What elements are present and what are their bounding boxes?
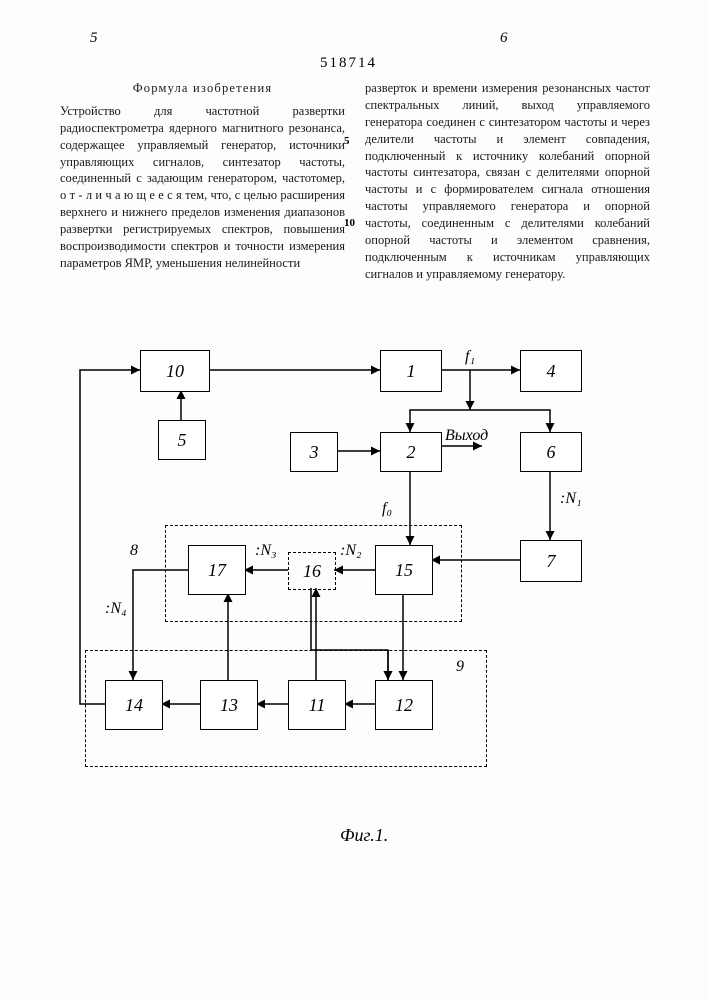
block-diagram: 8 9 16 10 5 1 4 3 2 6 7 15 17 12 11 13 1… <box>70 350 630 850</box>
signal-f1: f₁ <box>465 348 475 366</box>
block-1: 1 <box>380 350 442 392</box>
block-4: 4 <box>520 350 582 392</box>
right-column: разверток и времени измерения резонансны… <box>365 80 650 283</box>
block-11: 11 <box>288 680 346 730</box>
group-9-label: 9 <box>456 658 464 676</box>
signal-n3: :N₃ <box>255 542 277 560</box>
patent-number: 518714 <box>320 55 377 72</box>
block-10: 10 <box>140 350 210 392</box>
text-columns: Формула изобретения Устройство для часто… <box>60 80 650 283</box>
block-13: 13 <box>200 680 258 730</box>
output-label: Выход <box>445 427 488 445</box>
block-15: 15 <box>375 545 433 595</box>
block-3: 3 <box>290 432 338 472</box>
block-5: 5 <box>158 420 206 460</box>
figure-caption: Фиг.1. <box>340 825 388 846</box>
block-16: 16 <box>288 552 336 590</box>
signal-n1: :N₁ <box>560 490 582 508</box>
left-column: Формула изобретения Устройство для часто… <box>60 80 345 283</box>
page-number-right: 6 <box>500 30 508 47</box>
block-7: 7 <box>520 540 582 582</box>
signal-f0: f₀ <box>382 500 392 518</box>
block-2: 2 <box>380 432 442 472</box>
page-number-left: 5 <box>90 30 98 47</box>
signal-n2: :N₂ <box>340 542 362 560</box>
block-17: 17 <box>188 545 246 595</box>
block-6: 6 <box>520 432 582 472</box>
group-8-label: 8 <box>130 542 138 560</box>
signal-n4: :N₄ <box>105 600 127 618</box>
block-12: 12 <box>375 680 433 730</box>
left-column-body: Устройство для частотной развертки радио… <box>60 103 345 272</box>
right-column-body: разверток и времени измерения резонансны… <box>365 80 650 283</box>
formula-title: Формула изобретения <box>60 80 345 97</box>
block-14: 14 <box>105 680 163 730</box>
